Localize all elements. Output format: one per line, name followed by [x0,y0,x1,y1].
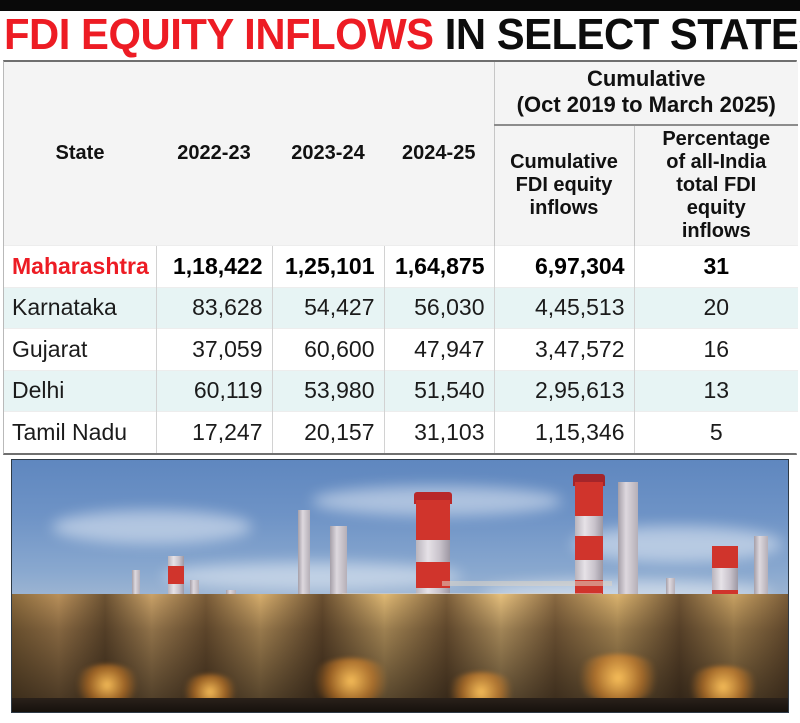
chimney-red-band [168,566,184,584]
percentage-sub-line3: total FDI [676,174,757,196]
cell-state: Delhi [4,369,156,412]
column-header-2023-24: 2023-24 [291,142,365,164]
cumulative-sub-line1: Cumulative [510,151,618,173]
flare-glow [308,658,394,704]
cell-2024-25: 51,540 [383,369,494,412]
cumulative-group-line1: Cumulative [586,66,706,91]
table-row: Karnataka 83,628 54,427 56,030 4,45,513 20 [4,286,799,329]
table-row: Gujarat 37,059 60,600 47,947 3,47,572 16 [4,328,799,370]
pipe-rack [442,581,612,586]
flare-glow [572,654,664,702]
cell-state: Maharashtra [4,245,156,287]
table-row: Delhi 60,119 53,980 51,540 2,95,613 13 [4,369,799,412]
column-header-percentage: Percentage of all-India total FDI equity… [633,125,799,246]
cell-state: Karnataka [4,286,156,329]
cell-2023-24: 54,427 [271,286,384,329]
header-cell-2022-23: 2022-23 [156,62,272,246]
top-black-bar [0,0,800,11]
header-cell-2024-25: 2024-25 [384,62,494,246]
cell-cumulative: 2,95,613 [493,369,634,412]
cell-state: Gujarat [4,328,156,370]
cloud-shape [162,562,462,590]
table-header-sub-row: Cumulative FDI equity inflows Percentage… [4,125,799,246]
cell-2023-24: 60,600 [271,328,384,370]
column-header-2022-23: 2022-23 [177,142,251,164]
percentage-sub-line2: of all-India [666,151,767,173]
table-head: State 2022-23 2023-24 2024-25 Cumulative… [4,62,799,246]
cell-cumulative: 4,45,513 [493,286,634,329]
table-body: Maharashtra 1,18,422 1,25,101 1,64,875 6,97,… [4,245,799,453]
cell-2024-25: 1,64,875 [383,245,494,287]
plant-complex [12,594,788,712]
cell-percentage: 5 [633,411,799,453]
percentage-sub-line5: inflows [681,220,751,242]
cell-percentage: 20 [633,286,799,329]
cell-2022-23: 60,119 [155,369,272,412]
table-row: Tamil Nadu 17,247 20,157 31,103 1,15,346 5 [4,411,799,453]
cumulative-sub-line2: FDI equity [515,174,613,196]
cloud-shape [52,510,252,544]
cell-2022-23: 17,247 [155,411,272,453]
title-rest-text: IN SELECT STATES [444,11,800,59]
cell-percentage: 16 [633,328,799,370]
table-row: Maharashtra 1,18,422 1,25,101 1,64,875 6,97,… [4,245,799,287]
chimney-red-band [416,500,450,540]
chimney-red-band [575,482,603,516]
cell-percentage: 13 [633,369,799,412]
column-header-cumulative-inflows: Cumulative FDI equity inflows [493,125,634,246]
ground-line [12,698,788,712]
cell-2023-24: 20,157 [271,411,384,453]
percentage-sub-line4: equity [686,197,746,219]
cumulative-group-line2: (Oct 2019 to March 2025) [516,92,776,117]
cell-state: Tamil Nadu [4,411,156,453]
percentage-sub-line1: Percentage [662,128,771,150]
chimney-red-band [575,536,603,560]
cloud-shape [572,526,782,562]
header-cell-state: State [4,62,156,246]
cell-2023-24: 53,980 [271,369,384,412]
cell-2023-24: 1,25,101 [271,245,384,287]
fdi-table: State 2022-23 2023-24 2024-25 Cumulative… [4,62,799,453]
column-header-cumulative-group: Cumulative (Oct 2019 to March 2025) [493,62,799,126]
cell-cumulative: 1,15,346 [493,411,634,453]
cell-2022-23: 37,059 [155,328,272,370]
table-header-group-row: State 2022-23 2023-24 2024-25 Cumulative… [4,62,799,246]
cell-2024-25: 56,030 [383,286,494,329]
cell-2022-23: 1,18,422 [155,245,272,287]
chimney-red-band [712,546,738,568]
header-cell-2023-24: 2023-24 [272,62,384,246]
page-title: FDI EQUITY INFLOWS IN SELECT STATES [0,11,800,59]
column-header-2024-25: 2024-25 [402,142,476,164]
cell-cumulative: 6,97,304 [493,245,634,287]
cell-2022-23: 83,628 [155,286,272,329]
column-header-state: State [55,142,105,164]
fdi-table-container: State 2022-23 2023-24 2024-25 Cumulative… [3,60,799,455]
cell-percentage: 31 [633,245,799,287]
cell-2024-25: 47,947 [383,328,494,370]
cumulative-sub-line3: inflows [529,197,599,219]
refinery-photo [11,459,789,713]
cell-cumulative: 3,47,572 [493,328,634,370]
title-highlight-text: FDI EQUITY INFLOWS [4,11,434,59]
cell-2024-25: 31,103 [383,411,494,453]
